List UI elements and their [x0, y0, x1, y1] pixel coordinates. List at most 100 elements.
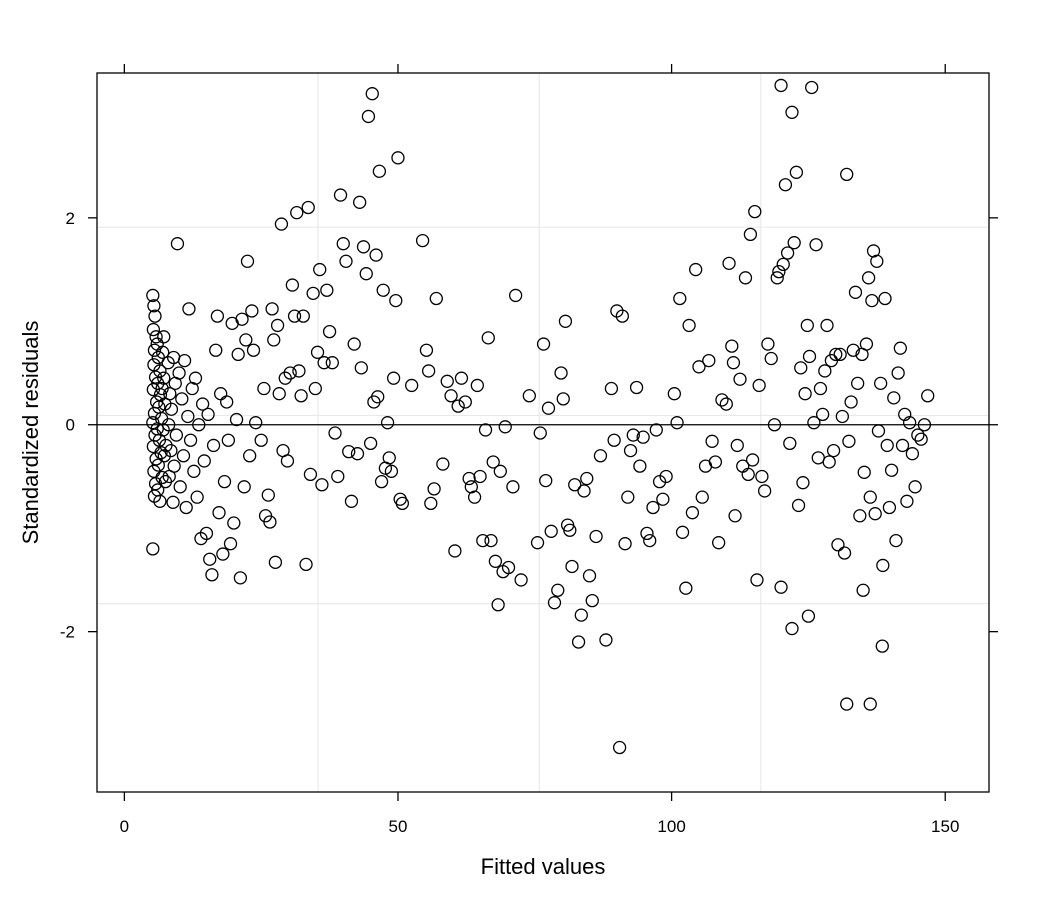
data-point — [820, 318, 834, 333]
data-point — [615, 309, 629, 323]
data-point — [571, 635, 586, 649]
data-point — [356, 240, 371, 254]
data-point — [656, 492, 670, 506]
data-point — [164, 402, 179, 416]
data-point — [726, 356, 741, 370]
data-point — [220, 395, 234, 409]
data-point — [844, 395, 858, 409]
data-point — [893, 341, 907, 355]
data-point — [195, 397, 210, 411]
data-point — [386, 371, 401, 385]
data-point — [436, 457, 450, 471]
data-point — [365, 87, 379, 101]
data-point — [539, 473, 553, 488]
data-point — [166, 495, 180, 509]
data-point — [840, 697, 854, 711]
data-point — [146, 288, 160, 303]
data-point — [675, 525, 690, 539]
data-point — [336, 237, 350, 251]
data-point — [778, 178, 793, 192]
data-point — [267, 333, 281, 347]
data-point — [633, 459, 647, 473]
data-point — [270, 318, 285, 333]
data-point — [147, 299, 161, 313]
data-point — [764, 351, 778, 366]
data-point — [809, 238, 823, 252]
data-point — [618, 537, 632, 551]
data-point — [905, 447, 920, 461]
data-point — [774, 580, 788, 594]
data-point — [900, 494, 914, 508]
data-point — [227, 516, 241, 530]
data-point — [547, 596, 562, 610]
data-point — [488, 554, 503, 568]
data-point — [733, 372, 747, 386]
data-point — [871, 424, 886, 438]
x-tick-label: 150 — [931, 817, 959, 836]
data-point — [354, 361, 368, 375]
data-point — [344, 494, 359, 508]
data-point — [476, 533, 490, 548]
data-point — [371, 390, 385, 404]
data-point — [209, 343, 223, 357]
data-point — [350, 447, 365, 461]
grid-lines — [97, 73, 989, 792]
data-point — [829, 347, 843, 362]
data-point — [192, 418, 206, 432]
data-point — [353, 195, 367, 209]
data-point — [299, 557, 313, 572]
data-point — [679, 581, 693, 595]
data-point — [801, 609, 816, 623]
data-point — [188, 371, 203, 385]
data-point — [682, 318, 696, 333]
data-point — [889, 533, 903, 548]
data-point — [772, 264, 786, 279]
data-point — [467, 490, 482, 504]
data-point — [695, 490, 709, 504]
data-point — [593, 449, 608, 463]
data-point — [831, 538, 845, 552]
data-point — [210, 309, 225, 323]
data-point — [863, 490, 877, 504]
data-point — [826, 443, 841, 458]
data-point — [303, 467, 318, 482]
data-point — [785, 105, 799, 119]
y-axis-title: Standardized residuals — [18, 321, 43, 545]
data-point — [201, 407, 215, 422]
data-point — [908, 480, 922, 494]
data-point — [783, 436, 797, 451]
data-point — [320, 283, 334, 297]
data-point — [182, 302, 196, 316]
data-point — [659, 469, 673, 484]
data-point — [612, 740, 627, 755]
data-point — [221, 433, 235, 447]
data-point — [755, 469, 769, 484]
data-point — [310, 345, 325, 359]
data-point — [848, 285, 863, 299]
data-point — [429, 291, 443, 306]
data-point — [846, 343, 860, 357]
data-point — [424, 496, 438, 511]
data-point — [153, 494, 167, 508]
data-point — [853, 509, 867, 523]
y-tick-label: -2 — [60, 623, 75, 642]
data-point — [842, 434, 856, 448]
x-tick-label: 0 — [120, 817, 129, 836]
data-point — [757, 484, 772, 498]
data-point — [774, 78, 788, 93]
data-point — [187, 464, 201, 478]
data-point — [287, 309, 302, 323]
data-point — [157, 371, 171, 385]
data-point — [708, 455, 723, 469]
data-point — [728, 509, 742, 523]
data-point — [722, 256, 736, 271]
data-point — [146, 542, 160, 556]
data-point — [159, 438, 173, 453]
data-point — [181, 409, 195, 424]
data-point — [822, 455, 836, 469]
data-point — [235, 312, 249, 326]
data-point — [861, 271, 876, 285]
data-point — [175, 392, 189, 406]
data-point — [787, 236, 801, 250]
